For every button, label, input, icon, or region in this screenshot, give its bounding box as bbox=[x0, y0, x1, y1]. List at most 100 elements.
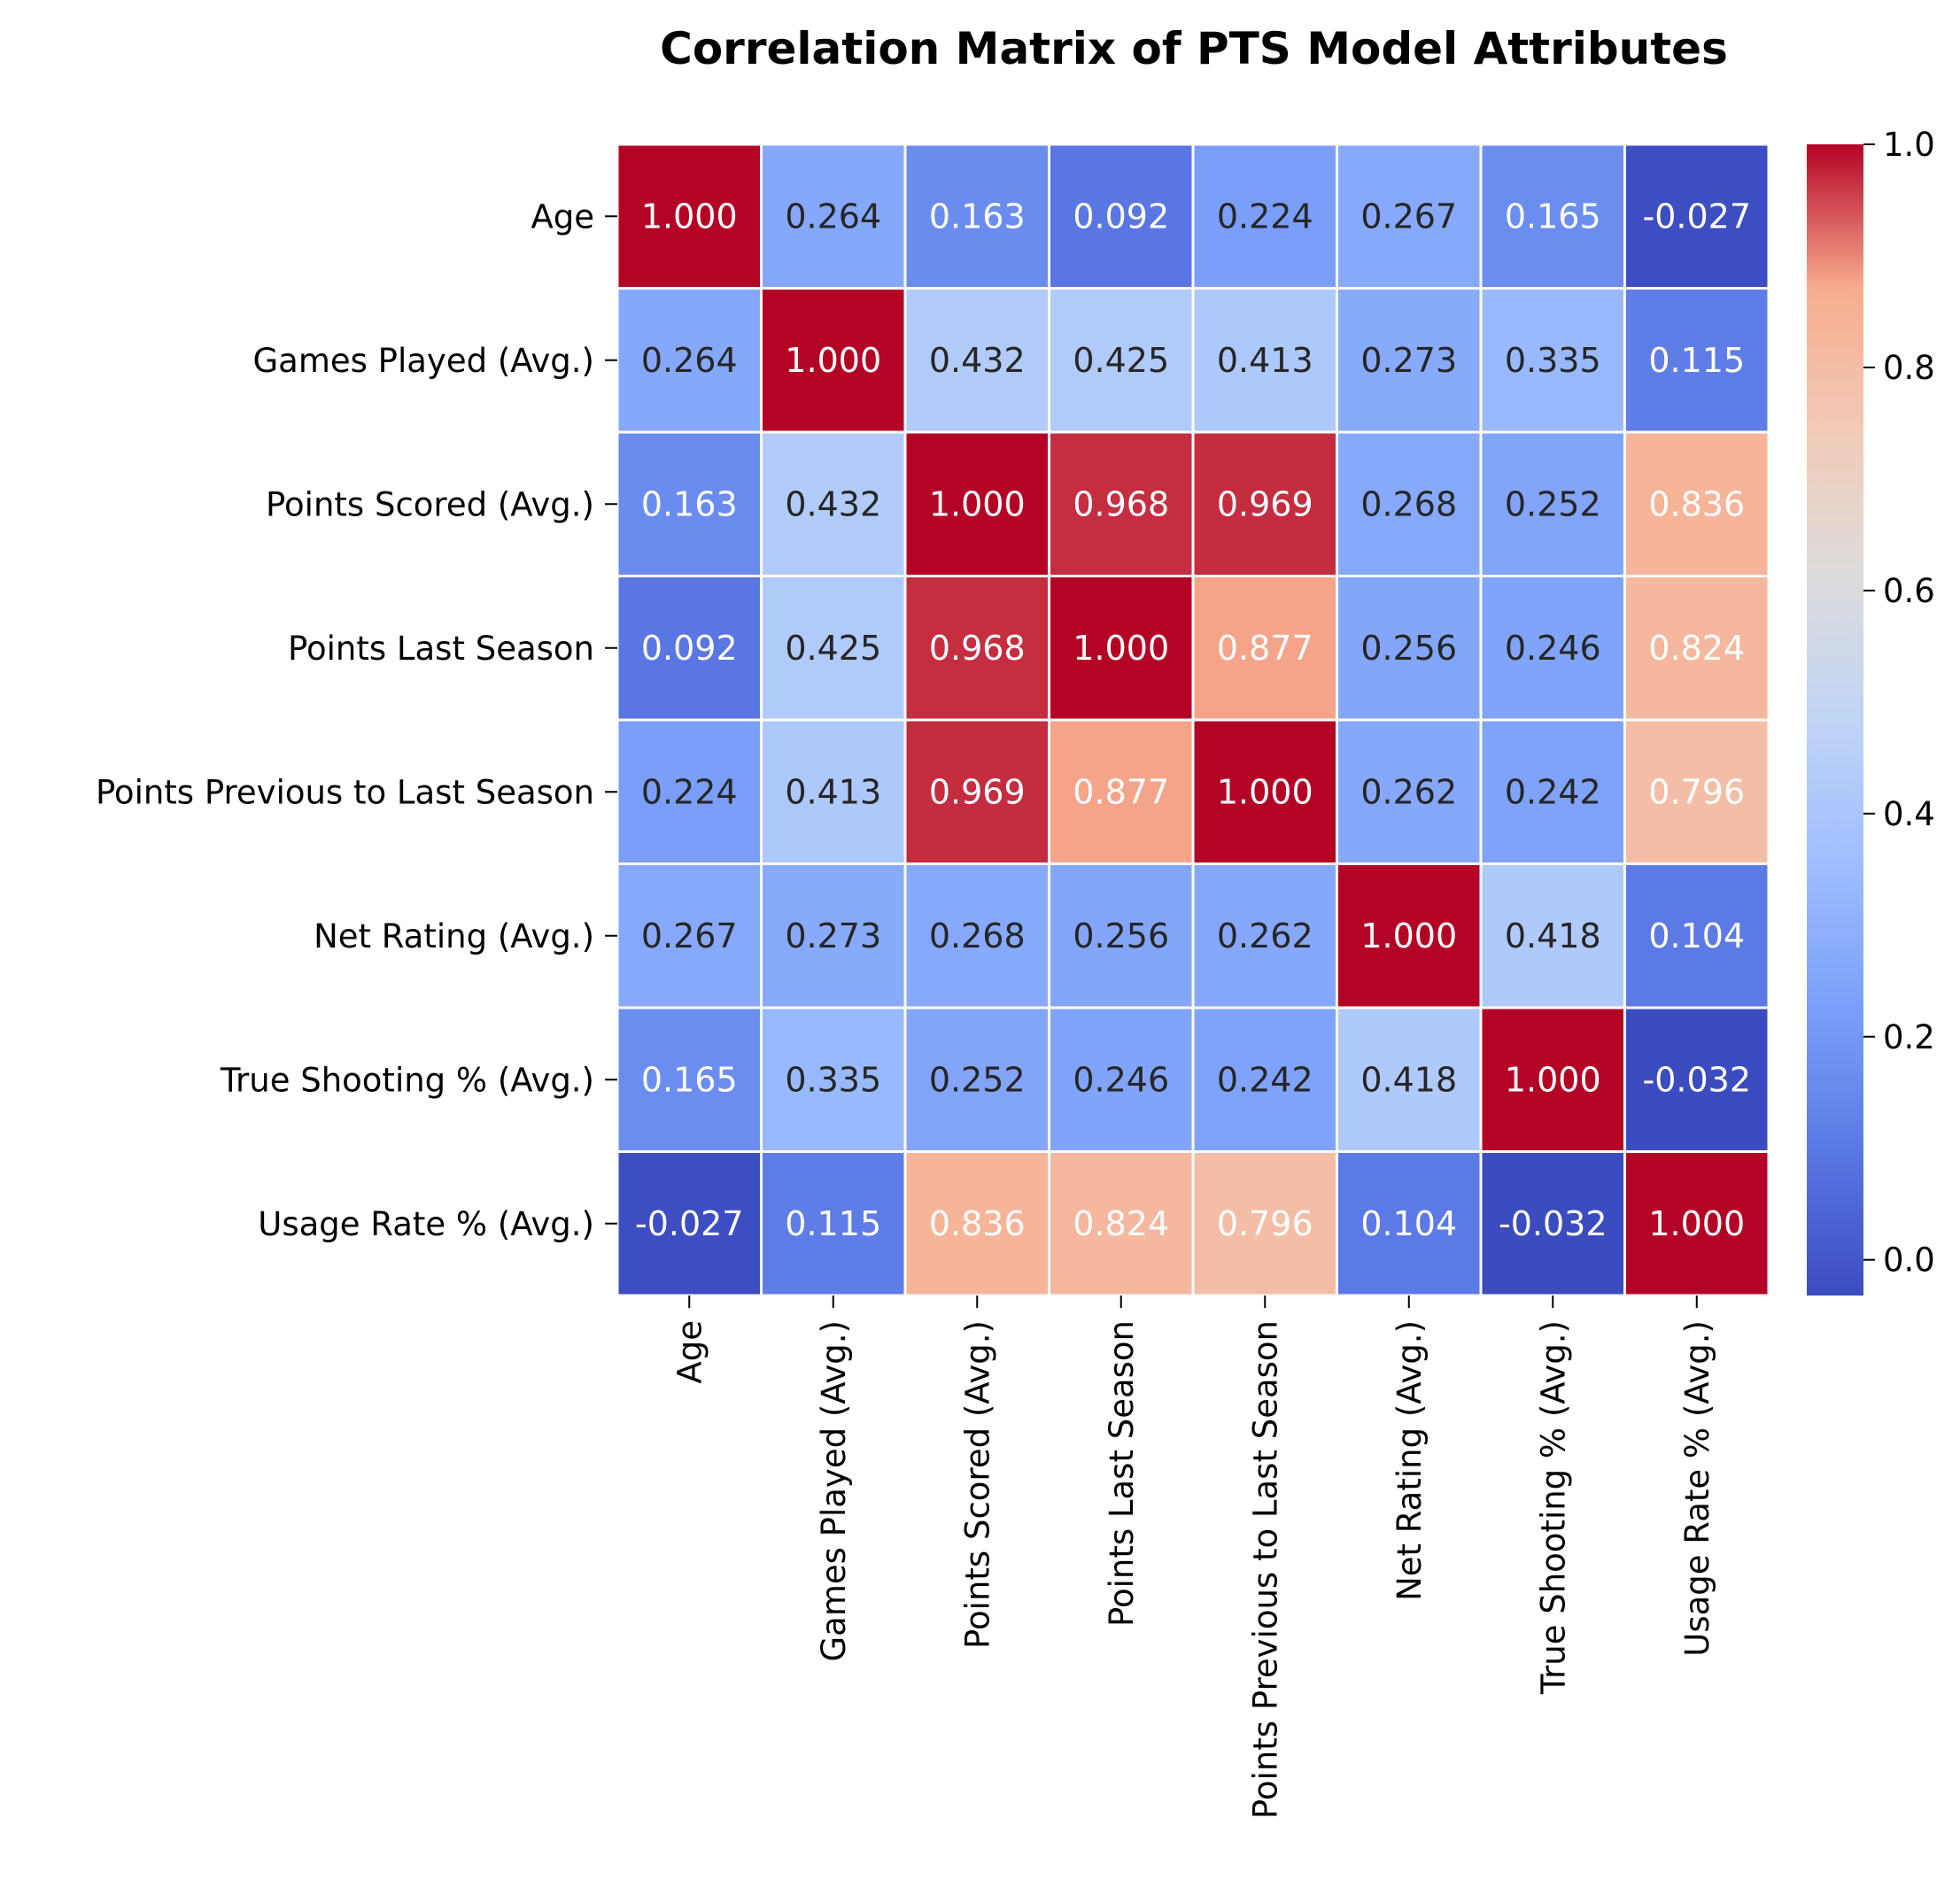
row-label-points-previous-to-last-season: Points Previous to Last Season bbox=[96, 773, 594, 811]
heatmap-cell bbox=[760, 430, 907, 577]
cell-value-label: 0.264 bbox=[785, 197, 881, 236]
cell-value-label: 0.165 bbox=[641, 1060, 738, 1099]
cell-value-label: 0.246 bbox=[1073, 1060, 1169, 1099]
heatmap-cell bbox=[1623, 1150, 1770, 1297]
cell-value-label: 0.115 bbox=[785, 1204, 881, 1243]
heatmap-cell bbox=[1191, 575, 1338, 722]
row-label-points-scored-avg: Points Scored (Avg.) bbox=[266, 485, 594, 523]
heatmap-cell bbox=[1336, 1006, 1483, 1153]
cell-value-label: 0.824 bbox=[1648, 629, 1745, 668]
heatmap-cell bbox=[1191, 718, 1338, 865]
cell-value-label: 0.092 bbox=[1073, 197, 1169, 236]
cell-value-label: 0.163 bbox=[929, 197, 1026, 236]
cell-value-label: 0.224 bbox=[1217, 197, 1313, 236]
heatmap-cell bbox=[903, 430, 1050, 577]
heatmap-cell bbox=[1336, 143, 1483, 290]
cell-value-label: 1.000 bbox=[929, 484, 1026, 523]
cell-value-label: 0.432 bbox=[929, 341, 1026, 380]
cell-value-label: 0.968 bbox=[1073, 484, 1169, 523]
cell-value-label: 0.335 bbox=[785, 1060, 881, 1099]
heatmap-cell bbox=[616, 575, 763, 722]
cell-value-label: 0.969 bbox=[929, 772, 1026, 811]
cell-value-label: 0.836 bbox=[929, 1204, 1026, 1243]
cell-value-label: 0.256 bbox=[1073, 917, 1169, 955]
cell-value-label: 0.092 bbox=[641, 629, 738, 668]
cell-value-label: 0.268 bbox=[1360, 484, 1457, 523]
colorbar: 0.0 0.2 0.4 0.6 0.8 1.0 bbox=[1807, 126, 1935, 1296]
cell-value-label: 0.425 bbox=[1073, 341, 1169, 380]
heatmap-cell bbox=[1623, 718, 1770, 865]
heatmap-cell bbox=[1479, 430, 1626, 577]
cell-value-label: 0.267 bbox=[641, 917, 738, 955]
cell-value-label: 1.000 bbox=[1073, 629, 1169, 668]
column-label-games-played-avg: Games Played (Avg.) bbox=[815, 1320, 853, 1662]
cell-value-label: 0.836 bbox=[1648, 484, 1745, 523]
cell-value-label: 1.000 bbox=[1217, 772, 1313, 811]
row-labels: Age Games Played (Avg.) Points Scored (Avg… bbox=[96, 197, 617, 1243]
cell-value-label: 1.000 bbox=[785, 341, 881, 380]
heatmap-cell bbox=[1048, 575, 1195, 722]
cell-value-label: 0.796 bbox=[1648, 772, 1745, 811]
cell-value-label: -0.027 bbox=[1643, 197, 1752, 236]
chart-title: Correlation Matrix of PTS Model Attribut… bbox=[660, 23, 1728, 74]
colorbar-tick-label: 0.6 bbox=[1883, 572, 1935, 610]
heatmap-cell bbox=[903, 143, 1050, 290]
heatmap-cell bbox=[616, 1006, 763, 1153]
cell-value-label: 0.256 bbox=[1360, 629, 1457, 668]
colorbar-tick-label: 0.8 bbox=[1883, 349, 1935, 387]
cell-value-label: 0.224 bbox=[641, 772, 738, 811]
heatmap-cell bbox=[1623, 1006, 1770, 1153]
cell-value-label: 0.418 bbox=[1505, 917, 1601, 955]
cell-value-label: 0.425 bbox=[785, 629, 881, 668]
heatmap-cells: 1.000 0.264 0.163 0.092 0.224 0.267 0.165 -0.02… bbox=[616, 143, 1770, 1297]
column-label-points-previous-to-last-season: Points Previous to Last Season bbox=[1246, 1320, 1284, 1819]
row-label-age: Age bbox=[531, 197, 594, 236]
row-label-games-played-avg: Games Played (Avg.) bbox=[252, 342, 594, 380]
cell-value-label: 0.242 bbox=[1217, 1060, 1313, 1099]
heatmap-cell bbox=[1191, 862, 1338, 1009]
cell-value-label: 0.432 bbox=[785, 484, 881, 523]
heatmap-cell bbox=[1191, 430, 1338, 577]
colorbar-tick-label: 0.2 bbox=[1883, 1018, 1935, 1056]
cell-value-label: 0.413 bbox=[785, 772, 881, 811]
heatmap-cell bbox=[1048, 287, 1195, 434]
cell-value-label: 0.877 bbox=[1073, 772, 1169, 811]
cell-value-label: 0.413 bbox=[1217, 341, 1313, 380]
column-labels: Age Games Played (Avg.) Points Scored (Avg… bbox=[670, 1296, 1716, 1819]
row-label-true-shooting-avg: True Shooting % (Avg.) bbox=[220, 1061, 594, 1099]
cell-value-label: -0.027 bbox=[635, 1204, 744, 1243]
row-label-net-rating-avg: Net Rating (Avg.) bbox=[314, 917, 594, 955]
heatmap-cell bbox=[903, 862, 1050, 1009]
heatmap-cell bbox=[760, 287, 907, 434]
heatmap-cell bbox=[1479, 862, 1626, 1009]
heatmap-cell bbox=[1336, 430, 1483, 577]
heatmap-cell bbox=[1191, 1150, 1338, 1297]
column-label-points-scored-avg: Points Scored (Avg.) bbox=[958, 1320, 996, 1649]
cell-value-label: 1.000 bbox=[641, 197, 738, 236]
cell-value-label: 0.968 bbox=[929, 629, 1026, 668]
heatmap-cell bbox=[1479, 1006, 1626, 1153]
column-label-net-rating-avg: Net Rating (Avg.) bbox=[1391, 1320, 1429, 1601]
heatmap-cell bbox=[760, 862, 907, 1009]
cell-value-label: 0.252 bbox=[929, 1060, 1026, 1099]
colorbar-tick-label: 0.0 bbox=[1883, 1241, 1935, 1280]
cell-value-label: 1.000 bbox=[1648, 1204, 1745, 1243]
column-label-points-last-season: Points Last Season bbox=[1103, 1320, 1141, 1627]
cell-value-label: 0.267 bbox=[1360, 197, 1457, 236]
cell-value-label: -0.032 bbox=[1499, 1204, 1608, 1243]
heatmap-cell bbox=[903, 1006, 1050, 1153]
column-label-true-shooting-avg: True Shooting % (Avg.) bbox=[1534, 1320, 1572, 1695]
heatmap-cell bbox=[1336, 862, 1483, 1009]
cell-value-label: 0.273 bbox=[1360, 341, 1457, 380]
cell-value-label: 0.969 bbox=[1217, 484, 1313, 523]
cell-value-label: 0.163 bbox=[641, 484, 738, 523]
cell-value-label: 0.104 bbox=[1360, 1204, 1457, 1243]
cell-value-label: 1.000 bbox=[1505, 1060, 1601, 1099]
heatmap-cell bbox=[1623, 430, 1770, 577]
heatmap-cell bbox=[1048, 430, 1195, 577]
heatmap-cell bbox=[1623, 862, 1770, 1009]
cell-value-label: -0.032 bbox=[1643, 1060, 1752, 1099]
cell-value-label: 0.104 bbox=[1648, 917, 1745, 955]
heatmap-cell bbox=[1191, 1006, 1338, 1153]
